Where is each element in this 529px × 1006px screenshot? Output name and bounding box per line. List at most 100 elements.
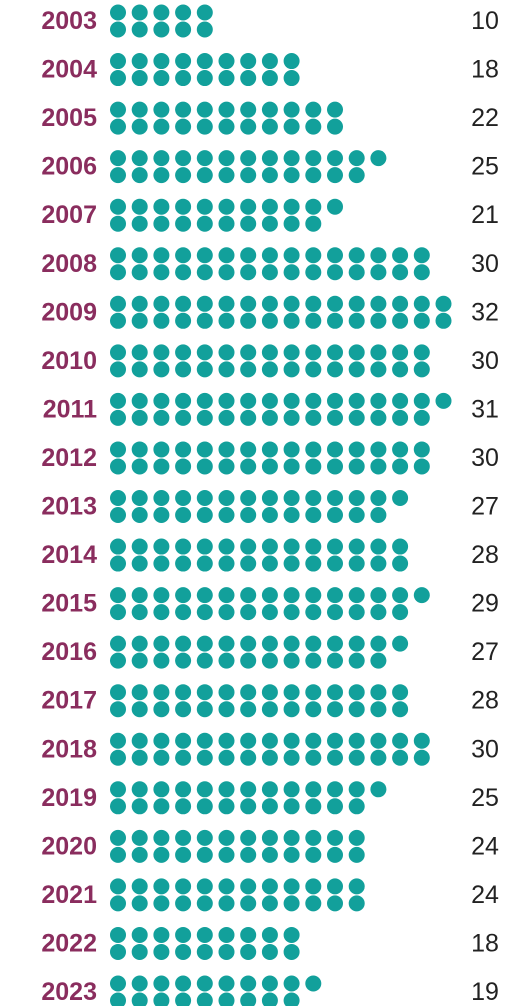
category-label: 2009 — [41, 298, 97, 326]
dot — [218, 749, 235, 766]
dot — [175, 264, 192, 281]
dot — [240, 701, 257, 718]
dot — [196, 652, 213, 669]
dot — [196, 587, 213, 604]
dot — [153, 4, 170, 21]
dot — [261, 798, 278, 815]
dot — [131, 781, 148, 798]
dot-row — [110, 53, 300, 87]
dot — [305, 409, 322, 426]
dot — [175, 441, 192, 458]
dot — [392, 635, 409, 652]
category-label: 2015 — [41, 590, 97, 618]
dot — [327, 555, 343, 572]
dot — [283, 587, 300, 604]
dot — [348, 264, 365, 281]
dot — [305, 247, 322, 264]
dot — [305, 732, 322, 749]
dot — [348, 587, 365, 604]
dot — [327, 490, 343, 506]
dot — [392, 684, 409, 701]
dot-row — [110, 4, 213, 38]
dot — [153, 975, 170, 992]
dot — [261, 70, 278, 87]
dot — [261, 215, 278, 232]
dot — [240, 975, 257, 992]
dot — [283, 490, 300, 506]
dot — [348, 749, 365, 766]
dot — [240, 829, 257, 846]
dot — [283, 70, 300, 87]
dot — [240, 215, 257, 232]
dot — [283, 652, 300, 669]
dot — [305, 361, 322, 378]
dot — [196, 635, 213, 652]
dot — [196, 4, 213, 21]
dot — [348, 441, 365, 458]
dot — [175, 749, 192, 766]
dot — [261, 587, 278, 604]
category-label: 2014 — [41, 541, 97, 569]
dot — [175, 53, 192, 70]
dot — [110, 21, 126, 38]
dot — [370, 295, 387, 312]
dot — [153, 507, 170, 523]
category-label: 2006 — [41, 153, 97, 181]
dot — [218, 684, 235, 701]
dot — [305, 312, 322, 329]
dot — [196, 409, 213, 426]
dot — [327, 392, 343, 409]
dot — [131, 684, 148, 701]
dot — [327, 587, 343, 604]
dot — [305, 507, 322, 523]
dot — [348, 167, 365, 184]
dot — [218, 441, 235, 458]
dot — [218, 295, 235, 312]
dot — [261, 732, 278, 749]
dot — [110, 101, 126, 118]
dot-row — [110, 829, 365, 863]
dot — [196, 312, 213, 329]
dot — [327, 507, 343, 523]
dot — [196, 247, 213, 264]
dot — [196, 101, 213, 118]
dot — [305, 538, 322, 555]
dot — [261, 490, 278, 506]
dot — [196, 878, 213, 895]
dot — [153, 458, 170, 475]
value-label: 25 — [471, 784, 499, 812]
dot — [305, 604, 322, 621]
dot — [153, 53, 170, 70]
dot — [370, 264, 387, 281]
dot — [153, 732, 170, 749]
dot — [110, 829, 126, 846]
dot — [131, 943, 148, 960]
category-label: 2004 — [41, 56, 97, 84]
dot — [305, 701, 322, 718]
dot — [283, 732, 300, 749]
dot — [327, 652, 343, 669]
dot — [370, 732, 387, 749]
dot — [261, 992, 278, 1006]
dot — [196, 604, 213, 621]
dot — [218, 732, 235, 749]
dot — [153, 215, 170, 232]
dot — [370, 684, 387, 701]
dot — [413, 295, 430, 312]
dot — [131, 555, 148, 572]
dot — [392, 490, 409, 506]
dot — [283, 198, 300, 215]
dot — [153, 798, 170, 815]
dot — [175, 992, 192, 1006]
dot — [240, 344, 257, 361]
dot — [196, 684, 213, 701]
dot — [196, 507, 213, 523]
dot — [153, 684, 170, 701]
dot — [392, 441, 409, 458]
dot — [110, 247, 126, 264]
dot — [153, 118, 170, 135]
dot — [305, 167, 322, 184]
dot — [175, 538, 192, 555]
dot — [110, 392, 126, 409]
dot — [261, 878, 278, 895]
